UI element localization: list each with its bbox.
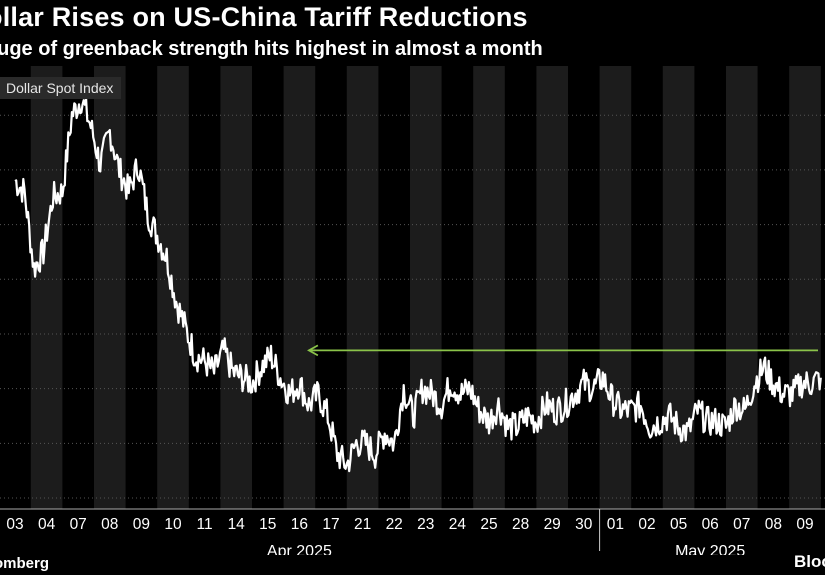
day-band xyxy=(536,66,568,509)
x-tick-label: 08 xyxy=(765,516,782,533)
x-tick-label: 05 xyxy=(670,516,687,533)
x-tick-label: 24 xyxy=(449,516,467,533)
chart-plot: 03 04 07 08 09 10 11 14 15 16 17 21 22 23 24 25 28 29 30 01… xyxy=(0,66,825,555)
x-tick-label: 10 xyxy=(164,516,182,533)
x-tick-label: 30 xyxy=(575,516,593,533)
x-tick-label: 02 xyxy=(638,516,655,533)
day-band xyxy=(283,66,316,509)
x-tick-label: 03 xyxy=(6,516,23,533)
x-tick-label: 08 xyxy=(101,516,118,533)
day-band xyxy=(30,66,63,509)
x-tick-label: 21 xyxy=(354,516,371,533)
day-band xyxy=(599,66,632,509)
x-tick-label: 09 xyxy=(796,516,813,533)
day-band xyxy=(726,66,758,509)
month-label: Apr 2025 xyxy=(267,543,332,555)
x-tick-label: 11 xyxy=(197,516,213,533)
day-band xyxy=(473,66,505,509)
day-band xyxy=(220,66,252,509)
legend-label: Dollar Spot Index xyxy=(6,80,114,96)
x-tick-label: 23 xyxy=(417,516,434,533)
x-tick-label: 17 xyxy=(322,516,339,533)
x-tick-label: 07 xyxy=(70,516,87,533)
day-band xyxy=(346,66,379,509)
x-tick-label: 15 xyxy=(259,516,276,533)
x-tick-label: 22 xyxy=(386,516,403,533)
day-band xyxy=(410,66,442,509)
source-credit: omberg xyxy=(0,555,50,572)
month-label: May 2025 xyxy=(675,543,745,555)
series-line xyxy=(14,97,822,473)
x-tick-label: 04 xyxy=(38,516,56,533)
day-band xyxy=(789,66,821,509)
annotation-arrow-head xyxy=(307,344,319,357)
x-tick-label: 09 xyxy=(133,516,150,533)
x-tick-label: 14 xyxy=(228,516,246,533)
chart-subtitle: auge of greenback strength hits highest … xyxy=(0,38,543,60)
x-tick-label: 28 xyxy=(512,516,529,533)
x-tick-label: 06 xyxy=(702,516,719,533)
legend: Dollar Spot Index xyxy=(0,77,122,99)
x-tick-label: 07 xyxy=(733,516,750,533)
x-tick-label: 16 xyxy=(291,516,308,533)
source-logo: Bloo xyxy=(794,552,825,571)
x-tick-label: 01 xyxy=(607,516,624,533)
x-tick-label: 29 xyxy=(544,516,561,533)
day-band xyxy=(662,66,695,509)
x-tick-label: 25 xyxy=(480,516,497,533)
chart-title: ollar Rises on US-China Tariff Reduction… xyxy=(0,2,528,32)
